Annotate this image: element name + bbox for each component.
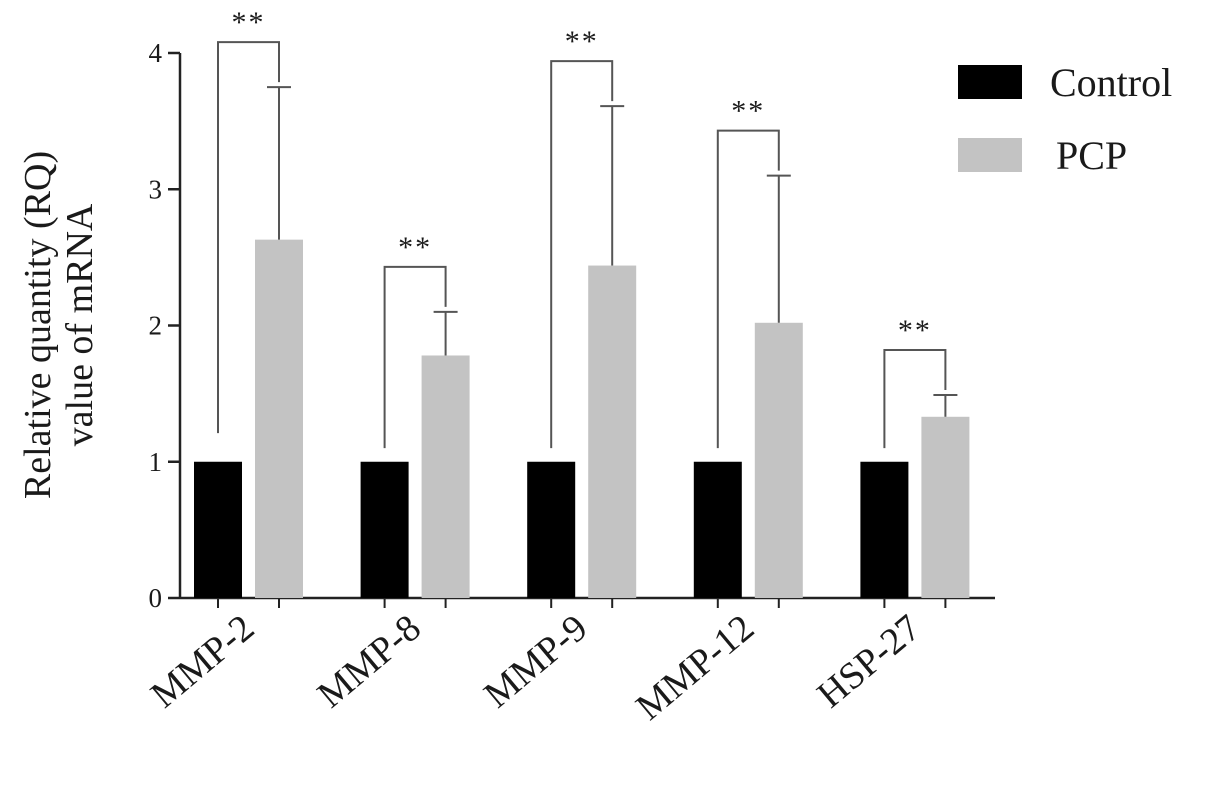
bar-pcp <box>421 355 470 598</box>
significance-label: ** <box>398 231 432 264</box>
bar-pcp <box>754 322 803 598</box>
significance-bracket <box>716 129 780 449</box>
category-label: MMP-2 <box>143 607 262 717</box>
bars <box>194 239 970 598</box>
error-bars <box>267 86 958 417</box>
significance-label: ** <box>898 314 932 347</box>
significance-label: ** <box>565 25 599 58</box>
legend-label-control: Control <box>1050 60 1172 105</box>
category-labels: MMP-2 MMP-8 MMP-9 MMP-12 HSP-27 <box>143 598 947 729</box>
significance-label: ** <box>232 6 266 39</box>
significance-label: ** <box>731 95 765 128</box>
significance-bracket <box>883 348 947 449</box>
y-axis-label: Relative quantity (RQ) value of mRNA <box>17 151 101 499</box>
bar-control <box>360 461 409 598</box>
y-tick-label: 3 <box>149 174 163 204</box>
bar-pcp <box>255 239 303 598</box>
y-axis-label-line-2: value of mRNA <box>59 203 101 446</box>
axes: 0 1 2 3 4 <box>149 38 995 613</box>
bar-control <box>194 461 242 598</box>
significance-bracket <box>550 60 614 449</box>
category-label: MMP-12 <box>628 607 762 729</box>
bar-pcp <box>588 265 637 598</box>
significance-brackets: ** ** ** ** ** <box>217 6 947 449</box>
category-label: MMP-9 <box>476 607 595 717</box>
bar-control <box>527 461 576 598</box>
y-tick-label: 4 <box>149 38 163 68</box>
bar-control <box>860 461 909 598</box>
bar-control <box>693 461 742 598</box>
legend-label-pcp: PCP <box>1056 133 1127 178</box>
category-label: MMP-8 <box>310 607 429 717</box>
y-tick-label: 2 <box>149 311 163 341</box>
legend-swatch-control <box>958 65 1022 99</box>
significance-bracket <box>383 265 447 449</box>
legend: Control PCP <box>958 60 1172 178</box>
bar-pcp <box>921 416 970 598</box>
significance-bracket <box>217 41 280 434</box>
legend-swatch-pcp <box>958 138 1022 172</box>
y-axis-label-line-1: Relative quantity (RQ) <box>17 151 59 499</box>
category-label: HSP-27 <box>809 607 928 717</box>
y-tick-label: 1 <box>149 447 163 477</box>
y-tick-label: 0 <box>149 583 163 613</box>
